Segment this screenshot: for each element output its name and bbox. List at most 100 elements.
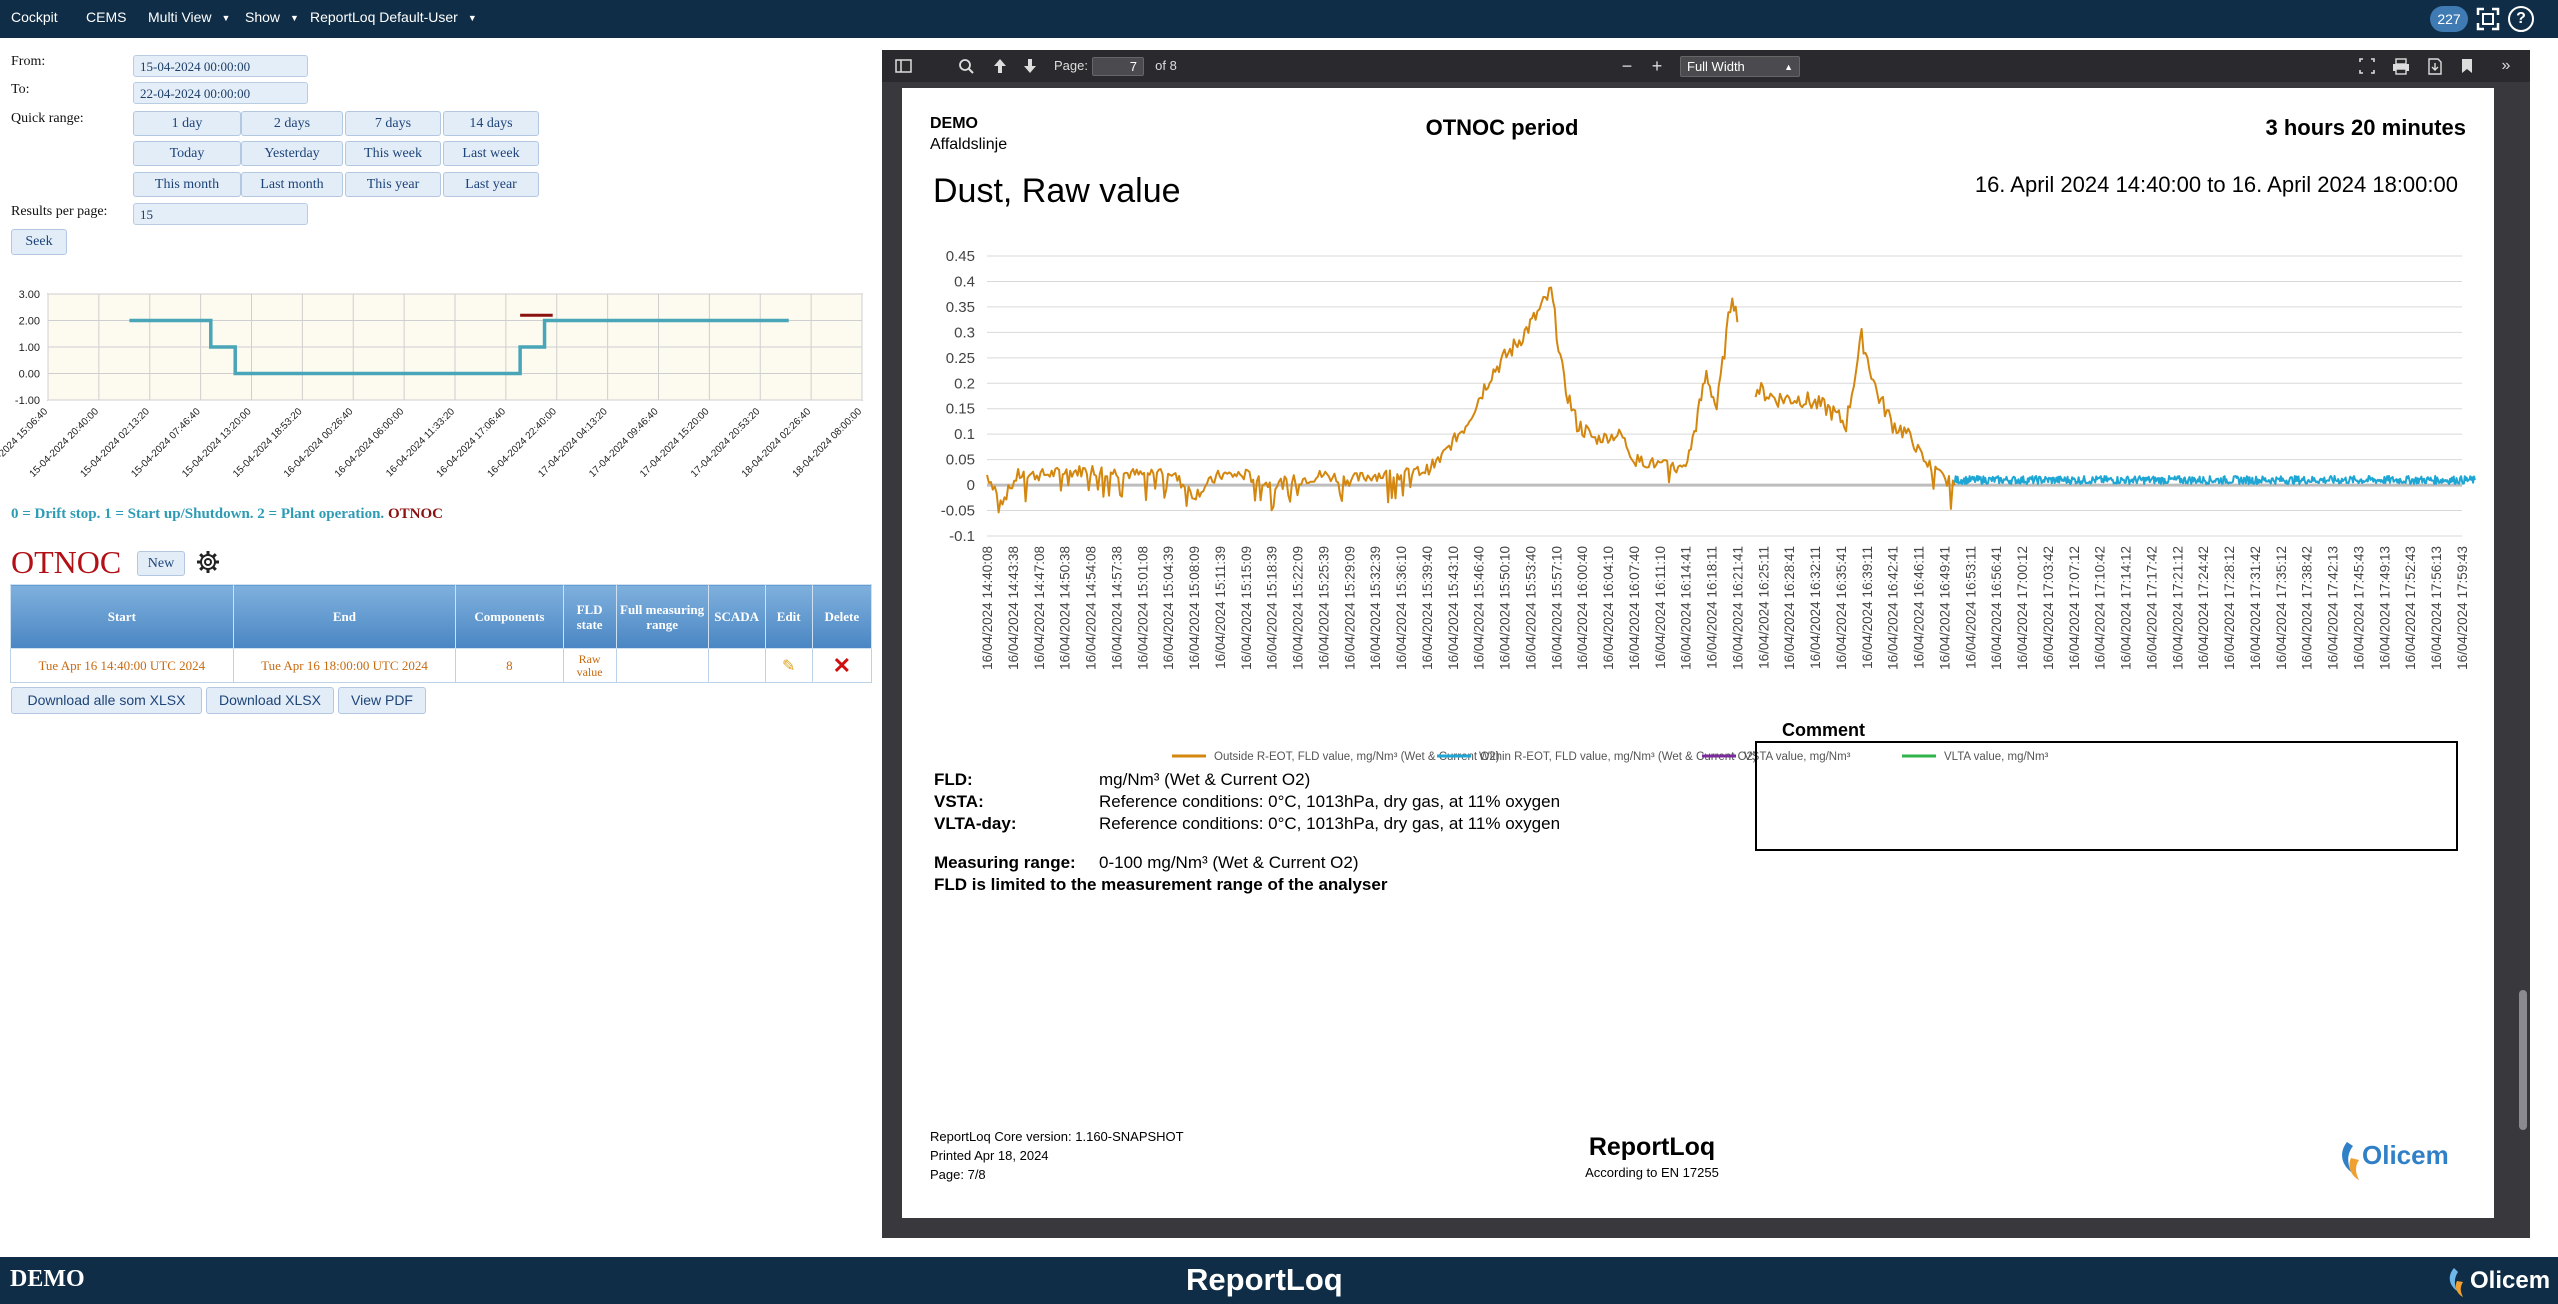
pdf-scrollbar[interactable] — [2516, 82, 2530, 1238]
x-tick-label: 16/04/2024 16:21:41 — [1730, 546, 1745, 670]
footer-version: ReportLoq Core version: 1.160-SNAPSHOT — [930, 1129, 1184, 1144]
x-tick-label: 16/04/2024 15:22:09 — [1291, 546, 1306, 670]
x-tick-label: 16/04/2024 15:11:39 — [1213, 546, 1228, 669]
y-tick-label: -1.00 — [15, 395, 40, 407]
tools-chevron-icon[interactable]: » — [2501, 57, 2511, 74]
new-otnoc-button[interactable]: New — [137, 551, 185, 576]
notification-badge[interactable]: 227 — [2430, 6, 2468, 32]
x-tick-label: 16/04/2024 14:40:08 — [980, 546, 995, 670]
gear-icon[interactable] — [196, 550, 220, 574]
range-7-days-button[interactable]: 7 days — [345, 111, 441, 136]
x-tick-label: 16/04/2024 14:54:08 — [1084, 546, 1099, 670]
range-last-year-button[interactable]: Last year — [443, 172, 539, 197]
x-tick-label: 16/04/2024 14:47:08 — [1032, 546, 1047, 670]
range-last-month-button[interactable]: Last month — [241, 172, 343, 197]
report-org: DEMO — [930, 115, 978, 132]
x-tick-label: 16/04/2024 15:15:09 — [1239, 546, 1254, 670]
y-tick-label: 0.1 — [954, 426, 975, 443]
page-number-input[interactable]: 7 — [1092, 57, 1144, 76]
nav-item-cockpit[interactable]: Cockpit — [11, 0, 58, 38]
edit-pencil-icon[interactable]: ✎ — [764, 648, 813, 683]
bookmark-icon[interactable] — [2456, 50, 2478, 82]
info-value-vlta: Reference conditions: 0°C, 1013hPa, dry … — [1099, 814, 1561, 833]
download-all-xlsx-button[interactable]: Download alle som XLSX — [11, 687, 202, 714]
y-tick-label: 3.00 — [19, 289, 40, 301]
x-tick-label: 16/04/2024 16:39:11 — [1860, 546, 1875, 669]
search-icon[interactable] — [954, 50, 978, 82]
column-header-components[interactable]: Components — [455, 584, 564, 649]
print-icon[interactable] — [2390, 50, 2412, 82]
fld-limit-note: FLD is limited to the measurement range … — [934, 875, 1388, 894]
x-tick-label: 16/04/2024 17:59:43 — [2455, 546, 2470, 670]
row-fld-state-cell: Raw value — [562, 648, 617, 683]
pdf-scrollbar-thumb[interactable] — [2519, 990, 2527, 1130]
nav-item-user[interactable]: ReportLoq Default-User ▼ — [310, 0, 477, 38]
sidebar-toggle-icon[interactable] — [892, 50, 916, 82]
legend-text: 0 = Drift stop. 1 = Start up/Shutdown. 2… — [11, 506, 385, 522]
nav-item-multi-view[interactable]: Multi View ▼ — [148, 0, 230, 38]
nav-item-label: ReportLoq Default-User — [310, 9, 458, 25]
range-2-days-button[interactable]: 2 days — [241, 111, 343, 136]
report-date-range: 16. April 2024 14:40:00 to 16. April 202… — [1974, 172, 2458, 197]
column-header-full-range[interactable]: Full measuring range — [615, 584, 709, 649]
presentation-mode-icon[interactable] — [2356, 50, 2378, 82]
range-last-week-button[interactable]: Last week — [443, 141, 539, 166]
from-date-input[interactable]: 15-04-2024 00:00:00 — [133, 55, 308, 77]
y-tick-label: 0.05 — [946, 452, 975, 469]
results-per-page-input[interactable]: 15 — [133, 203, 308, 225]
caret-down-icon: ▼ — [467, 13, 477, 23]
x-tick-label: 16/04/2024 17:42:13 — [2326, 546, 2341, 670]
column-header-scada[interactable]: SCADA — [707, 584, 766, 649]
series-line — [986, 286, 1739, 514]
range-this-year-button[interactable]: This year — [345, 172, 441, 197]
x-tick-label: 16/04/2024 16:35:41 — [1834, 546, 1849, 670]
x-tick-label: 16/04/2024 16:18:11 — [1705, 546, 1720, 669]
delete-x-icon[interactable]: ✕ — [811, 648, 873, 683]
x-tick-label: 16/04/2024 17:31:42 — [2248, 546, 2263, 670]
range-today-button[interactable]: Today — [133, 141, 241, 166]
view-pdf-button[interactable]: View PDF — [338, 687, 426, 714]
zoom-out-icon[interactable]: − — [1621, 56, 1633, 76]
nav-item-show[interactable]: Show ▼ — [245, 0, 299, 38]
range-yesterday-button[interactable]: Yesterday — [241, 141, 343, 166]
x-tick-label: 16/04/2024 17:14:12 — [2119, 546, 2134, 670]
y-tick-label: 0.25 — [946, 350, 975, 367]
y-tick-label: -0.05 — [941, 503, 975, 520]
nav-item-cems[interactable]: CEMS — [86, 0, 126, 38]
column-header-fld-state[interactable]: FLD state — [562, 584, 617, 649]
x-tick-label: 16/04/2024 16:42:41 — [1886, 546, 1901, 670]
next-page-icon[interactable] — [1018, 50, 1042, 82]
to-date-input[interactable]: 22-04-2024 00:00:00 — [133, 82, 308, 104]
range-1-day-button[interactable]: 1 day — [133, 111, 241, 136]
download-xlsx-button[interactable]: Download XLSX — [206, 687, 334, 714]
comment-label: Comment — [1782, 720, 1866, 740]
seek-button[interactable]: Seek — [11, 229, 67, 255]
zoom-select[interactable]: Full Width ▲ — [1680, 56, 1800, 77]
y-tick-label: 0.2 — [954, 375, 975, 392]
range-this-month-button[interactable]: This month — [133, 172, 241, 197]
x-tick-label: 16/04/2024 15:46:40 — [1472, 546, 1487, 670]
info-label-fld: FLD: — [934, 770, 973, 789]
otnoc-section-title: OTNOC — [11, 544, 122, 580]
help-icon[interactable]: ? — [2508, 6, 2534, 32]
column-header-end[interactable]: End — [232, 584, 457, 649]
zoom-select-value: Full Width — [1687, 59, 1745, 74]
x-tick-label: 16/04/2024 17:28:12 — [2222, 546, 2237, 670]
fullscreen-icon[interactable] — [2476, 7, 2500, 31]
range-14-days-button[interactable]: 14 days — [443, 111, 539, 136]
download-icon[interactable] — [2424, 50, 2446, 82]
x-tick-label: 16/04/2024 15:32:39 — [1368, 546, 1383, 670]
x-tick-label: 16/04/2024 16:56:41 — [1989, 546, 2004, 670]
footer-standard: According to EN 17255 — [1585, 1165, 1719, 1180]
column-header-start[interactable]: Start — [10, 584, 234, 649]
select-caret-icon: ▲ — [1784, 62, 1793, 72]
range-this-week-button[interactable]: This week — [345, 141, 441, 166]
x-tick-label: 16/04/2024 17:49:13 — [2377, 546, 2392, 670]
legend-label: VSTA value, mg/Nm³ — [1744, 751, 1851, 763]
footer-brand: ReportLoq — [1588, 1133, 1716, 1161]
previous-page-icon[interactable] — [988, 50, 1012, 82]
table-row[interactable]: Tue Apr 16 14:40:00 UTC 2024 Tue Apr 16 … — [10, 648, 873, 683]
status-series-line — [129, 318, 789, 376]
zoom-in-icon[interactable]: + — [1651, 56, 1663, 76]
dust-chart: 0.45 0.4 0.35 0.3 0.25 0.2 0.15 0.1 0.05 0 -0.05 -0… — [941, 248, 2476, 763]
